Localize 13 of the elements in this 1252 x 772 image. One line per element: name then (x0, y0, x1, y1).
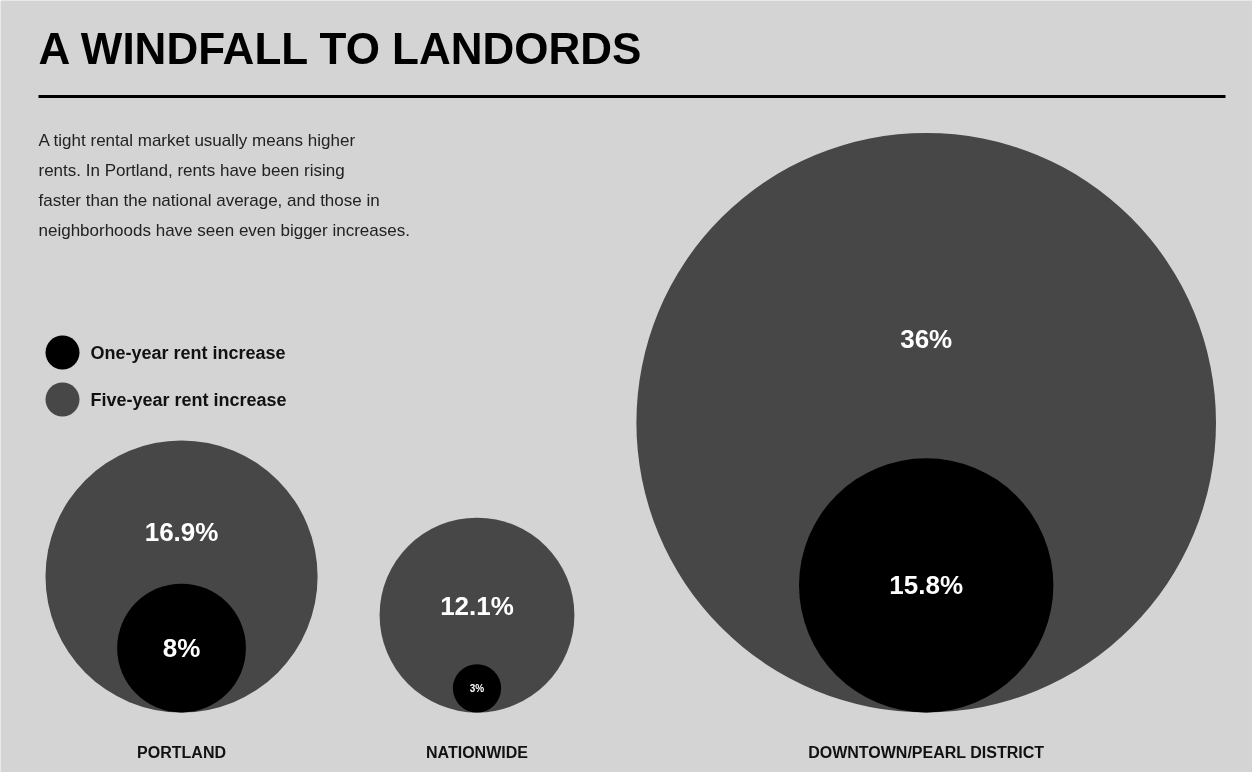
text: A tight rental market usually means higher rents. In Portland, rents have been rising faster than the national average, and those in neighborhoods have seen even bigger increases. (38, 131, 410, 240)
category-label: NATIONWIDE (426, 744, 529, 761)
legend-label: Five-year rent increase (90, 389, 287, 410)
category-label: PORTLAND (137, 744, 226, 761)
data-label: 8% (162, 633, 201, 664)
text: A WINDFALL TO LANDORDS (38, 23, 642, 73)
data-label: 3% (469, 682, 485, 694)
data-label: 12.1% (440, 590, 514, 621)
legend-label: One-year rent increase (90, 342, 286, 363)
data-label: 16.9% (144, 517, 219, 548)
data-label: 36% (900, 323, 953, 354)
data-label: 15.8% (889, 570, 964, 601)
category-label: DOWNTOWN/PEARL DISTRICT (808, 744, 1045, 761)
